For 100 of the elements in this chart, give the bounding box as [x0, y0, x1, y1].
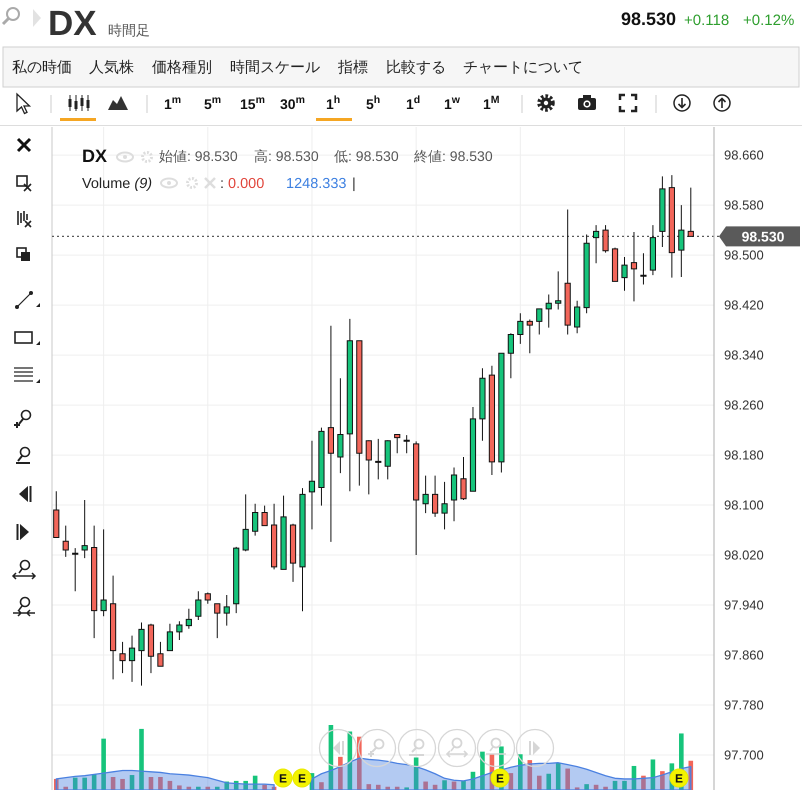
annotation: DX	[82, 146, 108, 166]
bar	[622, 780, 627, 790]
candlestick	[148, 623, 154, 674]
candlestick	[602, 224, 609, 254]
text: +0.12%	[743, 12, 794, 29]
y-tick-label: 98.340	[724, 348, 764, 363]
y-tick-label: 98.500	[724, 248, 764, 263]
candlestick	[110, 575, 116, 680]
bar	[272, 786, 276, 790]
candlestick	[290, 523, 296, 582]
chart-subtitle: 時間足	[108, 22, 150, 38]
annotation: Volume (9)	[82, 176, 152, 192]
candlestick	[53, 490, 60, 538]
candlestick	[526, 318, 533, 354]
bar	[632, 766, 636, 790]
candlestick	[432, 475, 438, 518]
bar	[688, 760, 694, 790]
text: 15$^{m}$	[240, 94, 265, 112]
candlestick	[668, 174, 675, 278]
annotation: 0.000	[228, 176, 264, 192]
bar	[641, 776, 646, 790]
annotation: 低: 98.530	[334, 148, 399, 164]
text: 比較する	[386, 59, 446, 76]
bar	[196, 786, 201, 790]
candlestick	[318, 427, 325, 506]
candlestick	[479, 368, 486, 442]
bar	[54, 778, 59, 790]
bar	[101, 738, 106, 790]
candlestick	[659, 176, 666, 248]
text: 指標	[337, 59, 368, 76]
bar	[556, 763, 561, 790]
candlestick	[280, 495, 287, 570]
bar	[442, 780, 447, 790]
candlestick	[678, 204, 684, 278]
text: 5$^{h}$	[366, 94, 380, 112]
candlestick	[195, 590, 202, 621]
annotation: E	[674, 772, 684, 786]
text: 98.530	[620, 9, 676, 29]
text: 私の時価	[12, 59, 72, 76]
annotation: 終値: 98.530	[413, 148, 493, 164]
bar	[92, 774, 96, 790]
candlestick	[650, 224, 656, 276]
bar	[508, 773, 514, 790]
candlestick	[450, 467, 458, 522]
candlestick	[630, 231, 638, 302]
bar	[186, 786, 192, 790]
y-tick-label: 98.260	[724, 398, 764, 413]
bar	[518, 754, 523, 790]
bar	[177, 785, 182, 790]
candlestick	[488, 365, 496, 476]
text: 1$^{d}$	[406, 94, 420, 112]
candlestick	[337, 378, 344, 474]
bar	[110, 777, 116, 790]
candlestick	[82, 500, 88, 559]
ref-line-label: 98.530	[742, 228, 785, 244]
annotation: E	[278, 772, 288, 786]
candlestick	[384, 440, 391, 480]
annotation: 高: 98.530	[254, 148, 319, 164]
text: 時間スケール	[230, 59, 320, 76]
candlestick	[119, 641, 126, 674]
bar	[612, 780, 618, 790]
bar	[470, 772, 476, 790]
bar	[660, 771, 665, 790]
bar	[603, 786, 608, 790]
bar	[328, 725, 334, 790]
candlestick	[404, 434, 410, 454]
candlestick	[366, 440, 372, 495]
annotation: E	[496, 772, 504, 786]
annotation: E	[298, 772, 306, 786]
y-tick-label: 97.940	[724, 598, 764, 613]
bar	[565, 768, 570, 790]
bar	[574, 787, 580, 790]
text: 人気株	[89, 59, 134, 76]
candlestick	[584, 234, 590, 314]
bar	[224, 782, 230, 790]
candlestick	[640, 252, 647, 285]
bar	[527, 760, 532, 790]
y-tick-label: 98.180	[724, 448, 764, 463]
candlestick	[214, 603, 220, 639]
y-tick-label: 97.780	[724, 698, 764, 713]
candlestick	[262, 505, 268, 526]
text: 1$^{w}$	[444, 94, 461, 112]
bar	[536, 776, 542, 790]
candlestick	[546, 294, 552, 328]
bar	[214, 786, 220, 790]
bar	[594, 784, 598, 790]
candlestick	[233, 546, 240, 614]
bar	[234, 780, 239, 790]
bar	[120, 778, 125, 790]
bar	[252, 776, 258, 790]
candlestick	[346, 318, 353, 492]
candlestick	[166, 623, 174, 652]
bar	[243, 780, 248, 790]
candlestick	[242, 494, 249, 552]
candlestick	[91, 525, 98, 639]
candlestick	[176, 620, 182, 641]
chart-title: DX	[48, 4, 98, 43]
y-tick-label: 98.020	[724, 548, 764, 563]
candlestick	[128, 635, 136, 682]
candlestick	[564, 208, 571, 335]
